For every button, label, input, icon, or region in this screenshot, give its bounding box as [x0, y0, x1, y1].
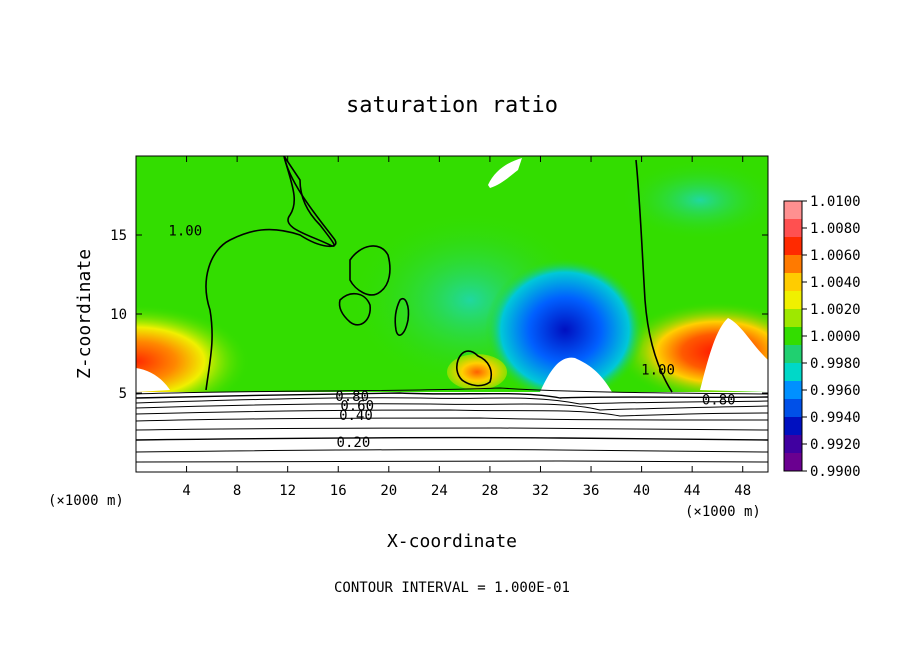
x-tick-label: 12: [279, 483, 296, 499]
field-cyan-upper-right: [620, 160, 768, 240]
field-dry-region: [485, 258, 645, 402]
white-area-left: [136, 368, 170, 392]
colorbar-swatch: [784, 381, 802, 400]
colorbar-swatch: [784, 435, 802, 454]
contour-label: 1.00: [641, 362, 675, 378]
colorbar-label: 0.9980: [810, 356, 861, 372]
colorbar-label: 0.9940: [810, 410, 861, 426]
y-tick-label: 15: [110, 228, 127, 244]
contour-label: 0.60: [340, 399, 374, 415]
x-tick-label: 36: [583, 483, 600, 499]
contour-label: 0.80: [335, 389, 369, 405]
colorbar-swatch: [784, 309, 802, 328]
colorbar-swatch: [784, 345, 802, 364]
colorbar-swatch: [784, 255, 802, 274]
contour-100: [205, 156, 673, 393]
x-tick-label: 28: [481, 483, 498, 499]
x-axis-label: X-coordinate: [387, 531, 517, 552]
colorbar-swatch: [784, 363, 802, 382]
colorbar-label: 1.0060: [810, 248, 861, 264]
contour-label: 0.80: [702, 392, 736, 408]
colorbar-swatch: [784, 417, 802, 436]
x-tick-label: 44: [684, 483, 701, 499]
x-ticks: 4 8 12 16 20 24 28 32 36 40 44 48: [182, 156, 751, 499]
contour-label: 0.40: [339, 408, 373, 424]
x-tick-label: 32: [532, 483, 549, 499]
x-tick-label: 8: [233, 483, 241, 499]
x-unit-left: (×1000 m): [48, 493, 124, 509]
x-tick-label: 4: [182, 483, 190, 499]
colorbar-label: 0.9960: [810, 383, 861, 399]
contour-label: 1.00: [168, 223, 202, 239]
x-tick-label: 24: [431, 483, 448, 499]
x-tick-label: 16: [330, 483, 347, 499]
colorbar-label: 1.0100: [810, 194, 861, 210]
white-area-right: [700, 318, 768, 392]
x-tick-label: 48: [734, 483, 751, 499]
colorbar-swatch: [784, 219, 802, 238]
colorbar-label: 1.0080: [810, 221, 861, 237]
white-area-top: [488, 158, 522, 188]
colorbar-swatch: [784, 201, 802, 220]
field-moist-patch: [447, 354, 507, 390]
x-unit-right: (×1000 m): [685, 504, 761, 520]
colorbar-swatch: [784, 399, 802, 418]
y-ticks: 5 10 15: [110, 228, 768, 402]
colorbar-swatch: [784, 237, 802, 256]
footer-contour-interval: CONTOUR INTERVAL = 1.000E-01: [334, 580, 570, 596]
contours-lower: [136, 387, 768, 463]
colorbar-swatch: [784, 273, 802, 292]
colorbar-swatch: [784, 291, 802, 310]
contour-label: 0.20: [337, 435, 371, 451]
white-area-dry: [540, 357, 612, 392]
colorbar-swatch: [784, 453, 802, 472]
y-tick-label: 5: [119, 386, 127, 402]
colorbar-swatch: [784, 327, 802, 346]
y-tick-label: 10: [110, 307, 127, 323]
colorbar-label: 1.0040: [810, 275, 861, 291]
colorbar: 1.0100 1.0080 1.0060 1.0040 1.0020 1.0000 0.99…: [783, 194, 861, 480]
colorbar-label: 0.9920: [810, 437, 861, 453]
x-tick-label: 40: [633, 483, 650, 499]
colorbar-label: 1.0000: [810, 329, 861, 345]
plot-area: [136, 156, 768, 472]
x-tick-label: 20: [380, 483, 397, 499]
chart-title: saturation ratio: [346, 93, 558, 118]
contour-labels: 1.001.000.800.800.600.400.20: [168, 223, 735, 451]
colorbar-label: 0.9900: [810, 464, 861, 480]
y-axis-label: Z-coordinate: [74, 249, 95, 379]
colorbar-label: 1.0020: [810, 302, 861, 318]
